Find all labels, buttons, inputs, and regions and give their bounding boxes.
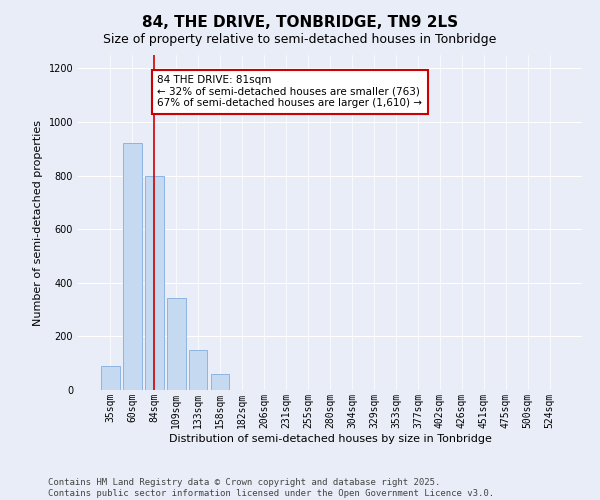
Text: Contains HM Land Registry data © Crown copyright and database right 2025.
Contai: Contains HM Land Registry data © Crown c… — [48, 478, 494, 498]
X-axis label: Distribution of semi-detached houses by size in Tonbridge: Distribution of semi-detached houses by … — [169, 434, 491, 444]
Bar — [101, 366, 119, 390]
Bar — [123, 144, 142, 390]
Bar — [211, 374, 229, 390]
Bar — [167, 298, 185, 390]
Text: 84 THE DRIVE: 81sqm
← 32% of semi-detached houses are smaller (763)
67% of semi-: 84 THE DRIVE: 81sqm ← 32% of semi-detach… — [157, 75, 422, 108]
Y-axis label: Number of semi-detached properties: Number of semi-detached properties — [33, 120, 43, 326]
Text: 84, THE DRIVE, TONBRIDGE, TN9 2LS: 84, THE DRIVE, TONBRIDGE, TN9 2LS — [142, 15, 458, 30]
Bar — [189, 350, 208, 390]
Text: Size of property relative to semi-detached houses in Tonbridge: Size of property relative to semi-detach… — [103, 32, 497, 46]
Bar — [145, 176, 164, 390]
